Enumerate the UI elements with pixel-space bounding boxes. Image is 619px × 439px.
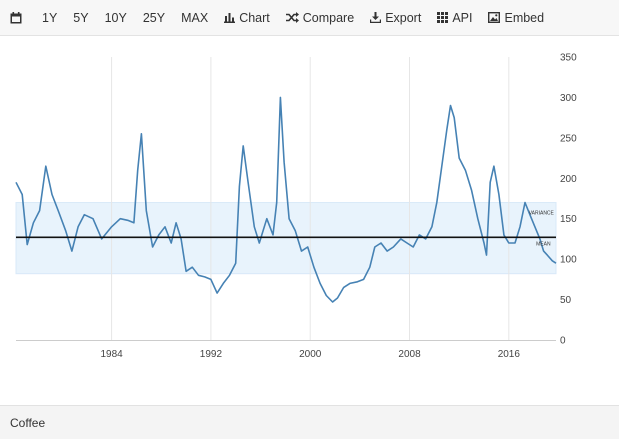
embed-button[interactable]: Embed	[480, 0, 552, 36]
chart-toolbar: 1Y 5Y 10Y 25Y MAX Chart Compare Export	[0, 0, 619, 36]
y-tick-label: 250	[560, 133, 577, 144]
mean-annotation: MEAN	[536, 241, 551, 247]
y-tick-label: 0	[560, 336, 566, 347]
y-tick-label: 100	[560, 255, 577, 266]
x-tick-label: 2000	[299, 349, 322, 360]
y-tick-label: 200	[560, 174, 577, 185]
compare-label: Compare	[302, 10, 355, 25]
embed-label: Embed	[504, 10, 545, 25]
compare-button[interactable]: Compare	[278, 0, 362, 36]
download-icon	[370, 12, 382, 23]
range-5y-button[interactable]: 5Y	[65, 0, 96, 36]
y-tick-label: 150	[560, 214, 577, 225]
calendar-icon	[10, 11, 22, 23]
coffee-price-line	[15, 96, 557, 303]
range-max-button[interactable]: MAX	[173, 0, 216, 36]
range-5y-label: 5Y	[73, 10, 89, 25]
chart-area: VARIANCE MEAN 1984 1992 2000 2008 2016 0 50 10…	[0, 37, 619, 367]
chart-type-label: Chart	[239, 10, 270, 25]
variance-annotation: VARIANCE	[529, 211, 555, 217]
vertical-gridlines	[111, 57, 510, 340]
chart-type-button[interactable]: Chart	[216, 0, 278, 36]
range-10y-button[interactable]: 10Y	[97, 0, 135, 36]
x-tick-label: 1992	[200, 349, 223, 360]
range-25y-label: 25Y	[142, 10, 166, 25]
range-max-label: MAX	[181, 10, 209, 25]
y-tick-label: 350	[560, 53, 577, 64]
chart-footer: Coffee	[0, 405, 619, 439]
calendar-button[interactable]	[0, 0, 34, 36]
plot-background	[16, 57, 556, 341]
y-tick-label: 300	[560, 93, 577, 104]
range-10y-label: 10Y	[104, 10, 127, 25]
y-tick-label: 50	[560, 295, 572, 306]
shuffle-icon	[285, 12, 299, 23]
x-tick-label: 2016	[498, 349, 521, 360]
range-1y-button[interactable]: 1Y	[34, 0, 65, 36]
range-1y-label: 1Y	[42, 10, 58, 25]
export-button[interactable]: Export	[362, 0, 429, 36]
bar-chart-icon	[224, 13, 236, 23]
export-label: Export	[385, 10, 422, 25]
image-icon	[488, 12, 501, 23]
x-tick-labels: 1984 1992 2000 2008 2016	[100, 349, 520, 360]
coffee-price-chart: VARIANCE MEAN 1984 1992 2000 2008 2016 0 50 10…	[15, 53, 577, 360]
grid-icon	[437, 12, 449, 23]
x-tick-label: 1984	[100, 349, 123, 360]
range-25y-button[interactable]: 25Y	[135, 0, 173, 36]
api-button[interactable]: API	[429, 0, 480, 36]
api-label: API	[452, 10, 473, 25]
variance-band	[15, 202, 557, 275]
x-tick-label: 2008	[398, 349, 421, 360]
y-tick-labels: 0 50 100 150 200 250 300 350	[560, 53, 577, 347]
commodity-name: Coffee	[10, 416, 46, 430]
